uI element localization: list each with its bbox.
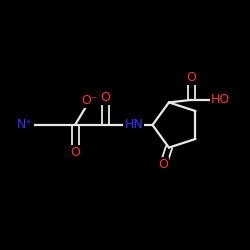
Text: HN: HN	[124, 118, 143, 132]
Text: HO: HO	[210, 94, 230, 106]
Text: O⁻: O⁻	[82, 94, 98, 106]
Text: N⁺: N⁺	[17, 118, 33, 132]
Text: O: O	[100, 91, 110, 104]
Text: O: O	[186, 71, 196, 84]
Text: O: O	[158, 158, 168, 171]
Text: O: O	[70, 146, 80, 159]
